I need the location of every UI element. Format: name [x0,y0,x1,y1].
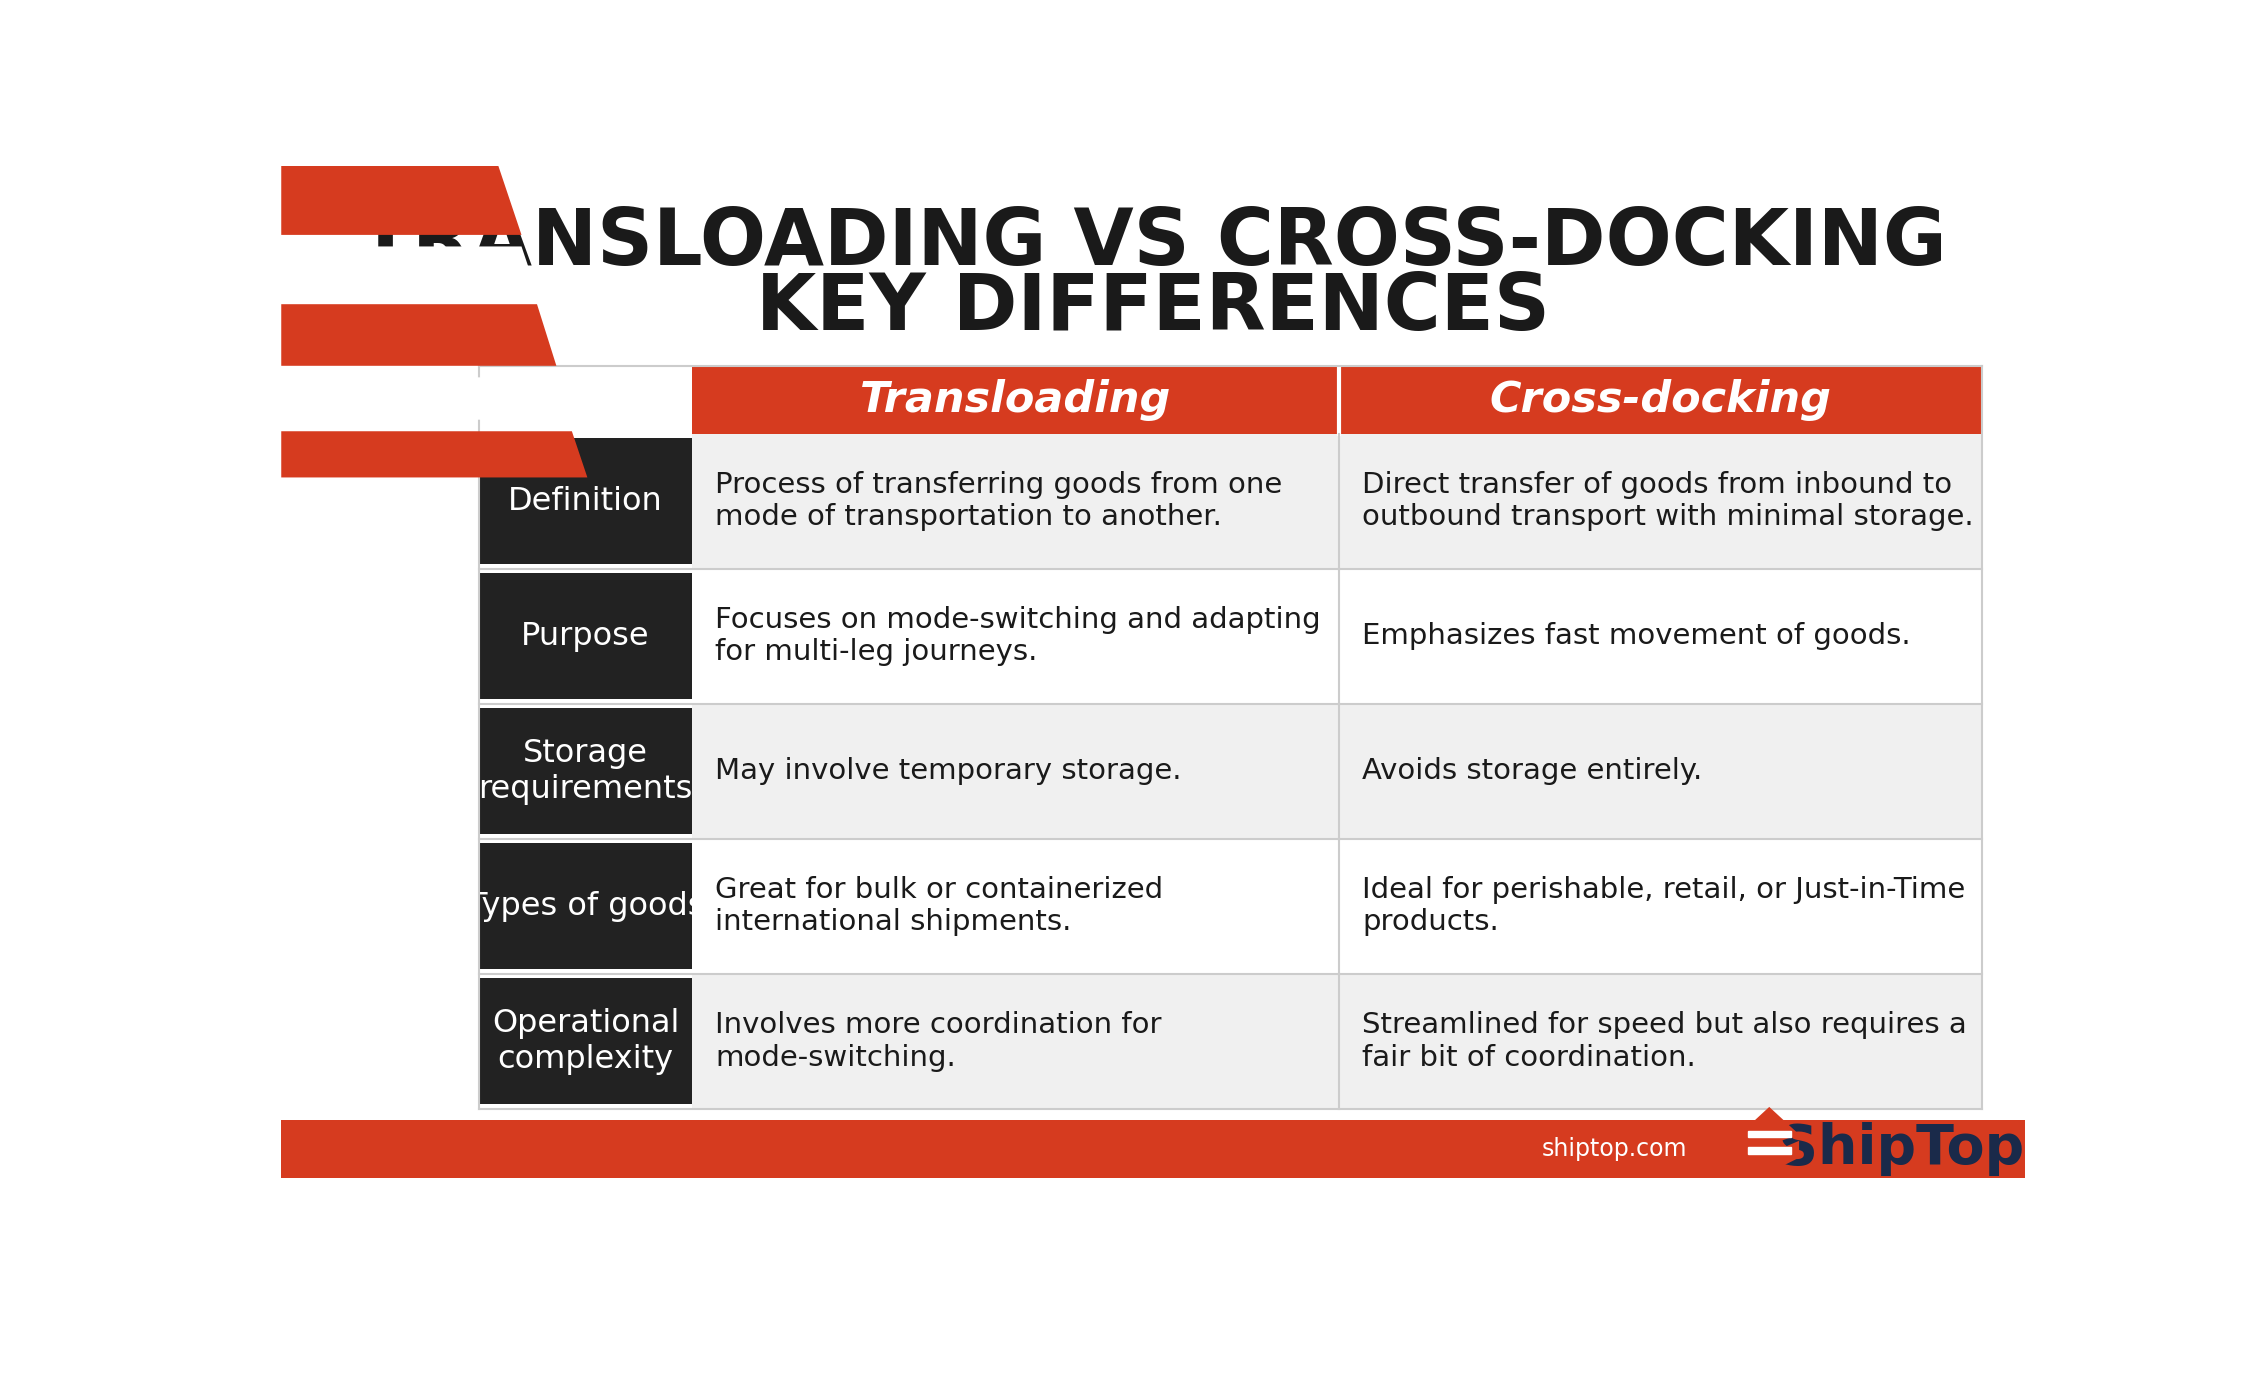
Text: Storage
requirements: Storage requirements [479,738,693,805]
Bar [693,974,1982,1110]
Text: Avoids storage entirely.: Avoids storage entirely. [1364,758,1703,785]
Text: Cross-docking: Cross-docking [1490,378,1831,421]
Text: Streamlined for speed but also requires a
fair bit of coordination.: Streamlined for speed but also requires … [1364,1012,1966,1071]
Text: May involve temporary storage.: May involve temporary storage. [716,758,1181,785]
Bar [693,839,1982,974]
Text: TRANSLOADING VS CROSS-DOCKING: TRANSLOADING VS CROSS-DOCKING [360,204,1946,280]
Text: Definition: Definition [508,486,664,516]
Bar [479,843,693,969]
Text: Emphasizes fast movement of goods.: Emphasizes fast movement of goods. [1364,622,1910,650]
Polygon shape [281,247,538,293]
Polygon shape [1748,1132,1791,1137]
Text: Process of transferring goods from one
mode of transportation to another.: Process of transferring goods from one m… [716,471,1282,531]
Text: Focuses on mode-switching and adapting
for multi-leg journeys.: Focuses on mode-switching and adapting f… [716,606,1321,667]
Bar [479,978,693,1104]
Text: KEY DIFFERENCES: KEY DIFFERENCES [756,270,1550,346]
Polygon shape [281,304,556,366]
Bar [693,433,1982,569]
Bar [693,569,1982,704]
Text: Ideal for perishable, retail, or Just-in-Time
products.: Ideal for perishable, retail, or Just-in… [1364,876,1966,937]
Polygon shape [281,431,587,477]
Bar [1339,366,1982,433]
Text: Transloading: Transloading [860,378,1172,421]
Text: Operational
complexity: Operational complexity [493,1007,680,1075]
Bar [281,1121,2025,1179]
Text: Involves more coordination for
mode-switching.: Involves more coordination for mode-swit… [716,1012,1161,1071]
Bar [479,439,693,564]
Text: Great for bulk or containerized
international shipments.: Great for bulk or containerized internat… [716,876,1163,937]
Polygon shape [281,377,572,420]
Text: Types of goods: Types of goods [466,890,704,922]
Text: ShipTop: ShipTop [1778,1122,2025,1176]
Bar [479,573,693,700]
Polygon shape [1748,1147,1791,1154]
Bar [693,704,1982,839]
Bar [479,708,693,834]
Bar [693,366,1339,433]
Polygon shape [1739,1141,1800,1173]
Text: shiptop.com: shiptop.com [1541,1137,1688,1162]
Text: Purpose: Purpose [522,621,650,651]
Text: Direct transfer of goods from inbound to
outbound transport with minimal storage: Direct transfer of goods from inbound to… [1364,471,1973,531]
Polygon shape [1739,1107,1800,1145]
Polygon shape [281,166,522,235]
